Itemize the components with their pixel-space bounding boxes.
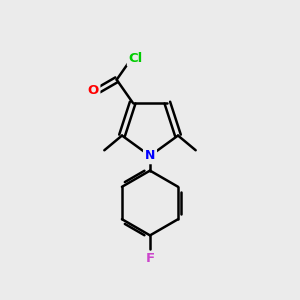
Text: N: N <box>145 149 155 162</box>
Text: F: F <box>146 252 154 265</box>
Text: Cl: Cl <box>128 52 142 65</box>
Text: O: O <box>88 83 99 97</box>
